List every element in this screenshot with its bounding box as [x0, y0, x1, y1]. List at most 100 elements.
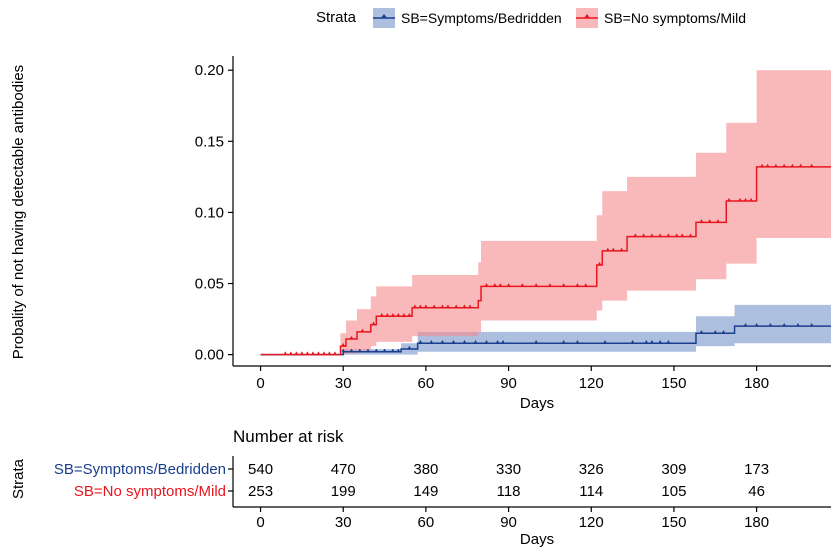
censor-mark-bedridden — [768, 322, 773, 327]
confidence-bands — [260, 70, 831, 355]
censor-mark-mild — [418, 304, 423, 308]
risk-x-tick-label: 180 — [744, 514, 769, 531]
censor-mark-mild — [782, 163, 786, 167]
censor-mark-mild — [311, 351, 315, 355]
legend: Strata SB=Symptoms/Bedridden SB=No sympt… — [316, 8, 746, 28]
censor-mark-mild — [749, 197, 753, 202]
censor-mark-mild — [402, 313, 406, 317]
x-tick-label: 150 — [661, 375, 686, 392]
censor-mark-bedridden — [495, 340, 500, 344]
x-tick-label: 60 — [418, 375, 435, 392]
censor-mark-bedridden — [782, 322, 786, 327]
censor-mark-mild — [440, 304, 445, 308]
x-axis-title: Days — [520, 395, 554, 412]
censor-mark-mild — [316, 351, 321, 355]
censor-mark-bedridden — [809, 322, 814, 327]
risk-cell: 199 — [331, 483, 356, 500]
risk-cell: 46 — [748, 483, 765, 500]
censor-mark-mild — [498, 283, 503, 287]
risk-cell: 540 — [248, 461, 273, 478]
risk-strata-label: Strata — [10, 458, 27, 499]
x-tick-label: 0 — [256, 375, 264, 392]
censor-mark-mild — [658, 233, 662, 237]
censor-mark-mild — [484, 283, 489, 287]
risk-x-tick-label: 0 — [256, 514, 264, 531]
censor-mark-mild — [707, 219, 712, 223]
censor-mark-mild — [407, 313, 412, 317]
y-tick-label: 0.10 — [195, 204, 224, 221]
legend-key-bedridden — [373, 8, 395, 28]
censor-mark-mild — [289, 351, 293, 355]
risk-cell: 380 — [413, 461, 438, 478]
censor-mark-mild — [385, 313, 390, 317]
y-axis-title: Probality of not having detectable antib… — [10, 65, 27, 359]
censor-mark-bedridden — [366, 348, 370, 352]
censor-mark-mild — [743, 197, 748, 202]
y-ticks: 0.00 0.05 0.10 0.15 0.20 — [195, 62, 233, 364]
risk-x-tick-label: 90 — [500, 514, 517, 531]
risk-cell: 149 — [413, 483, 438, 500]
legend-label-bedridden: SB=Symptoms/Bedridden — [401, 10, 562, 26]
censor-mark-bedridden — [407, 345, 412, 349]
censor-mark-mild — [396, 313, 401, 317]
risk-cell: 114 — [579, 483, 603, 500]
censor-mark-mild — [446, 304, 450, 308]
censor-mark-mild — [520, 283, 525, 287]
curve-bedridden — [260, 325, 831, 356]
legend-key-mild — [576, 8, 598, 28]
censor-mark-mild — [424, 304, 428, 308]
risk-cell: 309 — [661, 461, 686, 478]
censor-mark-mild — [391, 313, 395, 317]
censor-mark-mild — [760, 163, 764, 167]
x-ticks: 0 30 60 90 120 150 180 — [256, 366, 769, 392]
censor-mark-bedridden — [644, 340, 649, 344]
censor-mark-bedridden — [796, 322, 800, 327]
censor-mark-mild — [506, 283, 511, 287]
censor-mark-bedridden — [743, 322, 748, 327]
risk-table-title: Number at risk — [233, 427, 344, 446]
censor-mark-mild — [333, 351, 337, 355]
censor-marks — [283, 163, 814, 355]
axes — [232, 56, 831, 367]
censor-mark-mild — [650, 233, 654, 237]
censor-mark-mild — [380, 313, 384, 317]
censor-mark-mild — [322, 351, 326, 355]
censor-mark-bedridden — [357, 348, 362, 352]
censor-mark-bedridden — [462, 340, 467, 344]
censor-mark-bedridden — [374, 348, 379, 352]
censor-mark-mild — [774, 163, 778, 167]
censor-mark-mild — [666, 233, 671, 237]
censor-mark-bedridden — [418, 340, 423, 344]
risk-cell: 253 — [248, 483, 273, 500]
censor-mark-mild — [790, 163, 795, 167]
y-tick-label: 0.00 — [195, 347, 224, 364]
censor-mark-mild — [641, 233, 646, 237]
censor-mark-mild — [727, 197, 731, 202]
risk-cell: 326 — [579, 461, 604, 478]
censor-mark-mild — [809, 163, 814, 167]
censor-mark-bedridden — [630, 340, 635, 344]
censor-mark-bedridden — [603, 340, 607, 344]
censor-mark-bedridden — [382, 348, 387, 352]
legend-title: Strata — [316, 9, 357, 26]
censor-mark-bedridden — [575, 340, 580, 344]
risk-x-tick-label: 150 — [661, 514, 686, 531]
censor-mark-mild — [305, 351, 310, 355]
legend-label-mild: SB=No symptoms/Mild — [604, 10, 746, 26]
risk-x-tick-label: 30 — [335, 514, 352, 531]
censor-mark-bedridden — [721, 330, 726, 334]
censor-mark-bedridden — [484, 340, 489, 344]
x-tick-label: 180 — [744, 375, 769, 392]
censor-mark-mild — [300, 351, 304, 355]
censor-mark-bedridden — [341, 348, 346, 352]
censor-mark-bedridden — [699, 330, 704, 334]
censor-mark-mild — [699, 219, 704, 223]
censor-mark-mild — [341, 342, 346, 347]
risk-row-label-mild: SB=No symptoms/Mild — [74, 483, 226, 500]
censor-mark-mild — [798, 163, 803, 167]
censor-mark-mild — [765, 163, 770, 167]
risk-cell: 173 — [744, 461, 769, 478]
ci-band-bedridden — [260, 304, 831, 355]
censor-mark-mild — [360, 328, 365, 332]
risk-x-axis-title: Days — [520, 531, 554, 548]
